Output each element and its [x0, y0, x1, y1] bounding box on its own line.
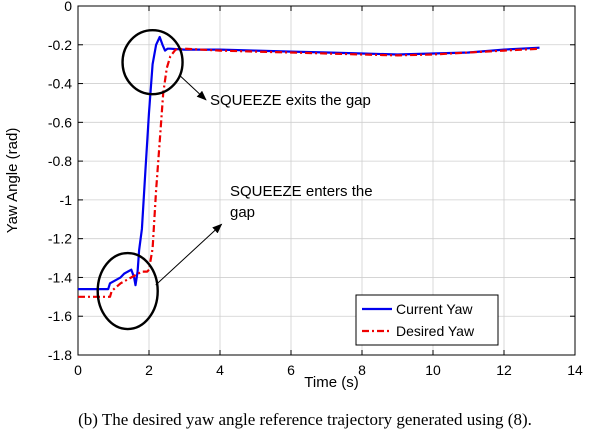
- legend: Current Yaw Desired Yaw: [355, 294, 499, 346]
- annotation-arrow-exit: [180, 75, 207, 101]
- legend-label: Current Yaw: [396, 301, 473, 317]
- x-tick-label: 4: [216, 362, 224, 378]
- y-tick-label: -0.6: [48, 114, 72, 130]
- axis-ticks: 0 2 4 6 8 10 12 14 0 -0.2 -0.4 -0.6 -0.8 -1 -1.2 -1.4 -1…: [48, 0, 583, 378]
- y-axis-label: Yaw Angle (rad): [4, 128, 21, 234]
- annotation-text-exit: SQUEEZE exits the gap: [210, 92, 371, 109]
- plot-area: [77, 5, 576, 356]
- x-tick-label: 12: [496, 362, 512, 378]
- legend-label: Desired Yaw: [396, 323, 475, 339]
- annotation-layer: SQUEEZE exits the gap SQUEEZE enters the g…: [96, 29, 373, 331]
- y-tick-label: -0.4: [48, 76, 72, 92]
- y-tick-label: -0.2: [48, 37, 72, 53]
- x-tick-label: 0: [74, 362, 82, 378]
- x-tick-label: 2: [145, 362, 153, 378]
- annotation-arrow-enter: [155, 223, 223, 286]
- series-line-current-yaw: [78, 35, 540, 291]
- annotation-text-enter-line1: SQUEEZE enters the: [230, 183, 373, 200]
- x-tick-label: 14: [567, 362, 583, 378]
- y-tick-label: -0.8: [48, 153, 72, 169]
- figure-caption: (b) The desired yaw angle reference traj…: [78, 410, 532, 429]
- y-tick-label: -1: [60, 192, 73, 208]
- annotation-circle-enter: [96, 251, 159, 331]
- y-tick-label: 0: [64, 0, 72, 14]
- series-line-desired-yaw: [78, 47, 540, 298]
- legend-box: [355, 294, 499, 346]
- x-tick-label: 8: [358, 362, 366, 378]
- y-tick-label: -1.8: [48, 347, 72, 363]
- x-tick-label: 6: [287, 362, 295, 378]
- y-tick-label: -1.4: [48, 269, 72, 285]
- annotation-text-enter-line2: gap: [230, 204, 255, 221]
- series-layer: [78, 35, 540, 298]
- x-tick-label: 10: [425, 362, 441, 378]
- y-tick-label: -1.6: [48, 308, 72, 324]
- x-axis-label: Time (s): [304, 374, 358, 391]
- y-tick-label: -1.2: [48, 231, 72, 247]
- annotation-circle-exit: [121, 29, 184, 96]
- yaw-angle-chart: 0 2 4 6 8 10 12 14 0 -0.2 -0.4 -0.6 -0.8 -1 -1.2 -1.4 -1…: [4, 0, 583, 391]
